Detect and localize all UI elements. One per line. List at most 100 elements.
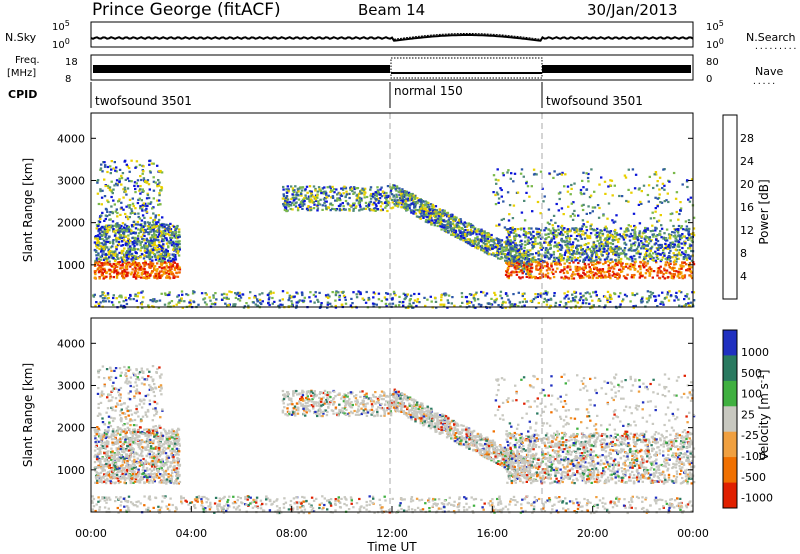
- heatmap-cell: [402, 206, 406, 209]
- heatmap-cell: [94, 237, 97, 240]
- heatmap-cell: [164, 232, 167, 235]
- heatmap-cell: [158, 241, 161, 244]
- heatmap-cell: [167, 245, 170, 248]
- heatmap-cell: [118, 226, 121, 229]
- heatmap-cell: [560, 254, 563, 257]
- heatmap-cell: [454, 231, 458, 234]
- heatmap-cell: [177, 294, 180, 297]
- heatmap-cell: [613, 235, 616, 238]
- heatmap-cell: [508, 213, 511, 216]
- heatmap-cell: [530, 236, 534, 239]
- heatmap-cell: [353, 202, 356, 205]
- heatmap-cell: [158, 225, 161, 228]
- heatmap-cell: [643, 243, 646, 246]
- heatmap-cell: [560, 269, 563, 272]
- heatmap-cell: [533, 256, 536, 259]
- heatmap-cell: [474, 240, 478, 243]
- heatmap-cell: [577, 214, 580, 217]
- heatmap-cell: [147, 304, 150, 307]
- heatmap-cell: [625, 228, 628, 232]
- heatmap-cell: [420, 202, 423, 205]
- heatmap-cell: [474, 306, 477, 309]
- heatmap-cell: [402, 300, 405, 304]
- heatmap-cell: [683, 274, 687, 277]
- heatmap-cell: [104, 235, 107, 238]
- heatmap-cell: [463, 229, 466, 232]
- heatmap-cell: [599, 231, 602, 234]
- heatmap-cell: [131, 236, 134, 240]
- heatmap-cell: [539, 265, 543, 268]
- heatmap-cell: [659, 265, 662, 268]
- heatmap-cell: [539, 243, 542, 246]
- heatmap-cell: [350, 297, 353, 300]
- heatmap-cell: [133, 184, 136, 187]
- heatmap-cell: [99, 295, 102, 298]
- heatmap-cell: [632, 212, 636, 215]
- heatmap-cell: [394, 201, 398, 204]
- heatmap-cell: [532, 173, 536, 176]
- heatmap-cell: [605, 230, 609, 233]
- heatmap-cell: [127, 248, 130, 251]
- heatmap-cell: [131, 262, 134, 265]
- heatmap-cell: [676, 230, 679, 233]
- heatmap-cell: [154, 246, 157, 250]
- heatmap-cell: [139, 256, 142, 259]
- heatmap-cell: [617, 246, 621, 250]
- heatmap-cell: [656, 205, 659, 208]
- heatmap-cell: [358, 203, 361, 206]
- heatmap-cell: [571, 227, 574, 230]
- heatmap-cell: [625, 233, 628, 237]
- heatmap-cell: [115, 208, 118, 211]
- heatmap-cell: [604, 192, 607, 195]
- heatmap-cell: [383, 194, 386, 197]
- heatmap-cell: [110, 301, 114, 304]
- heatmap-cell: [162, 223, 166, 226]
- heatmap-cell: [601, 232, 605, 235]
- heatmap-cell: [544, 251, 547, 254]
- heatmap-cell: [575, 246, 578, 249]
- heatmap-cell: [575, 258, 579, 261]
- heatmap-cell: [92, 295, 96, 298]
- heatmap-cell: [445, 230, 448, 234]
- heatmap-cell: [312, 207, 316, 210]
- heatmap-cell: [607, 237, 611, 240]
- heatmap-cell: [651, 224, 654, 227]
- heatmap-cell: [136, 240, 139, 243]
- heatmap-cell: [642, 247, 646, 250]
- heatmap-cell: [563, 292, 566, 295]
- heatmap-cell: [466, 229, 469, 232]
- heatmap-cell: [555, 236, 558, 239]
- heatmap-cell: [643, 245, 646, 248]
- heatmap-cell: [394, 304, 397, 307]
- heatmap-cell: [689, 270, 693, 273]
- heatmap-cell: [472, 243, 475, 246]
- heatmap-cell: [573, 290, 576, 293]
- heatmap-cell: [97, 234, 100, 237]
- heatmap-cell: [659, 271, 662, 274]
- heatmap-cell: [663, 277, 666, 280]
- heatmap-cell: [598, 206, 601, 210]
- heatmap-cell: [142, 276, 145, 279]
- heatmap-cell: [439, 303, 442, 306]
- heatmap-cell: [367, 296, 370, 300]
- heatmap-cell: [552, 235, 556, 238]
- heatmap-cell: [671, 256, 674, 259]
- heatmap-cell: [160, 234, 163, 237]
- heatmap-cell: [686, 293, 689, 296]
- heatmap-cell: [98, 228, 102, 231]
- heatmap-cell: [282, 185, 285, 189]
- heatmap-cell: [544, 273, 547, 276]
- heatmap-cell: [321, 208, 324, 211]
- heatmap-cell: [637, 238, 640, 241]
- heatmap-cell: [567, 257, 571, 260]
- heatmap-cell: [464, 222, 468, 225]
- heatmap-cell: [281, 303, 284, 306]
- heatmap-cell: [599, 268, 602, 271]
- heatmap-cell: [623, 249, 626, 252]
- heatmap-cell: [160, 245, 163, 248]
- heatmap-cell: [103, 226, 106, 230]
- heatmap-cell: [537, 261, 541, 264]
- heatmap-cell: [407, 305, 410, 308]
- heatmap-cell: [660, 227, 664, 230]
- heatmap-cell: [137, 234, 140, 238]
